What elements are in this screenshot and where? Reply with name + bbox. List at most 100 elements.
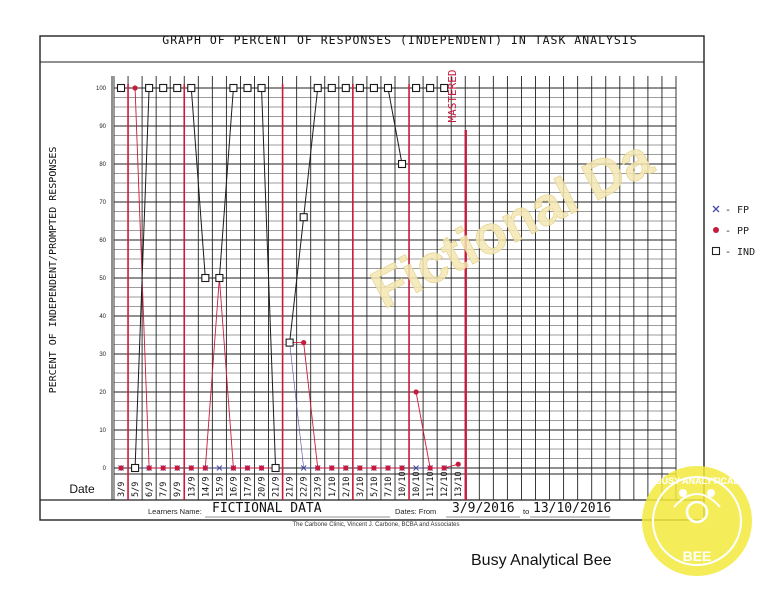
x-tick-label: 5/10 xyxy=(370,477,380,497)
legend-label: - IND xyxy=(725,247,755,258)
x-tick-label: 10/10 xyxy=(412,471,422,497)
x-tick-label: 17/9 xyxy=(243,477,253,497)
pp-point xyxy=(132,85,138,91)
x-tick-label: 21/9 xyxy=(272,477,282,497)
pp-point xyxy=(441,465,447,471)
ind-point xyxy=(285,338,294,347)
ind-point xyxy=(299,213,308,222)
ind-point xyxy=(159,83,168,93)
y-tick-label: 60 xyxy=(99,238,106,244)
series-segment xyxy=(289,342,304,469)
fp-point xyxy=(413,465,419,471)
stamp-top-text: BUSY ANALYTICAL xyxy=(655,476,739,486)
legend-label: - PP xyxy=(725,226,749,237)
legend-item-pp: - PP xyxy=(713,226,749,237)
ind-point xyxy=(355,83,364,93)
chart-title: GRAPH OF PERCENT OF RESPONSES (INDEPENDE… xyxy=(162,33,637,47)
legend-ind-marker xyxy=(711,246,721,256)
bee-stamp-logo: BUSY ANALYTICAL BEE xyxy=(642,466,752,576)
fp-point xyxy=(300,465,307,471)
y-tick-label: 40 xyxy=(99,314,106,320)
x-tick-label: 22/9 xyxy=(300,477,310,497)
x-tick-label: 15/9 xyxy=(215,477,225,497)
ind-point xyxy=(412,83,421,93)
x-tick-label: 11/10 xyxy=(426,471,436,497)
ind-point xyxy=(426,83,435,93)
x-tick-label: 10/10 xyxy=(398,471,408,497)
series-segment xyxy=(289,217,305,343)
ind-point xyxy=(383,83,393,93)
legend-pp-marker xyxy=(713,227,719,233)
series-segment xyxy=(303,87,319,218)
x-tick-label: 13/10 xyxy=(454,471,464,497)
series-segment xyxy=(134,87,150,469)
mastered-label: MASTERED xyxy=(446,70,459,123)
ind-point xyxy=(173,83,182,93)
x-tick-label: 16/9 xyxy=(229,477,239,497)
series-ind xyxy=(116,83,449,473)
ind-point xyxy=(313,83,322,93)
ind-point xyxy=(243,83,252,93)
series-segment xyxy=(204,277,220,469)
y-tick-label: 90 xyxy=(99,124,106,130)
learner-name-label: Learners Name: xyxy=(148,507,202,516)
pp-point xyxy=(202,465,208,471)
x-tick-label: 20/9 xyxy=(258,477,268,497)
pp-point xyxy=(357,465,363,471)
pp-point xyxy=(427,465,433,471)
ind-point xyxy=(341,83,350,93)
y-tick-label: 0 xyxy=(103,466,107,472)
pp-point xyxy=(343,465,349,471)
ind-point xyxy=(131,463,140,473)
series-segment xyxy=(387,87,403,165)
legend-label: - FP xyxy=(725,205,749,216)
dates-to-label: to xyxy=(523,507,529,516)
legend: - FP - PP - IND xyxy=(711,205,755,258)
x-tick-label: 1/10 xyxy=(328,477,338,497)
series-segment xyxy=(415,391,431,469)
y-tick-label: 80 xyxy=(99,162,106,168)
ind-point xyxy=(257,83,266,93)
pp-point xyxy=(230,465,237,471)
pp-point xyxy=(399,465,405,471)
ind-point xyxy=(215,273,224,283)
ind-point xyxy=(440,83,449,93)
ind-point xyxy=(229,83,238,93)
pp-point xyxy=(329,465,335,471)
pp-point xyxy=(455,461,461,467)
x-tick-label: 9/9 xyxy=(173,482,183,497)
series-segment xyxy=(303,342,319,469)
ind-point xyxy=(397,159,407,169)
x-tick-label: 2/10 xyxy=(342,477,352,497)
pp-point xyxy=(385,465,391,471)
legend-item-fp: - FP xyxy=(712,205,749,216)
ind-point xyxy=(116,83,126,93)
ind-point xyxy=(369,83,378,93)
x-tick-label: 3/10 xyxy=(356,477,366,497)
footer-caption: Busy Analytical Bee xyxy=(471,552,612,569)
x-tick-labels: 3/9 5/9 6/9 7/9 9/9 13/9 14/9 15/9 16/9 17/9 20/9 2… xyxy=(117,471,464,497)
watermark-text: Fictional Da xyxy=(362,127,663,320)
learner-name-value: FICTIONAL DATA xyxy=(212,501,322,516)
pp-point xyxy=(244,465,251,471)
x-tick-label: 6/9 xyxy=(145,482,155,497)
x-tick-label: 3/9 xyxy=(117,482,127,497)
y-tick-label: 30 xyxy=(99,352,106,358)
y-tick-label: 50 xyxy=(99,276,106,282)
x-tick-label: 7/10 xyxy=(384,477,394,497)
sheet-frame xyxy=(39,35,705,521)
series-segment xyxy=(190,87,206,279)
pp-point xyxy=(315,465,321,471)
x-tick-label: 23/9 xyxy=(314,477,324,497)
pp-point xyxy=(258,465,265,471)
y-tick-label: 100 xyxy=(96,86,107,92)
fp-point xyxy=(216,465,223,471)
dates-from-value: 3/9/2016 xyxy=(452,501,515,516)
x-tick-label: 13/9 xyxy=(187,477,197,497)
sheet-border xyxy=(39,35,705,521)
x-tick-label: 12/10 xyxy=(440,471,450,497)
pp-point xyxy=(413,389,419,395)
y-axis-label: PERCENT OF INDEPENDENT/PROMPTED RESPONSE… xyxy=(48,147,59,394)
clinic-credit: The Carbone Clinic, Vincent J. Carbone, … xyxy=(293,522,460,528)
